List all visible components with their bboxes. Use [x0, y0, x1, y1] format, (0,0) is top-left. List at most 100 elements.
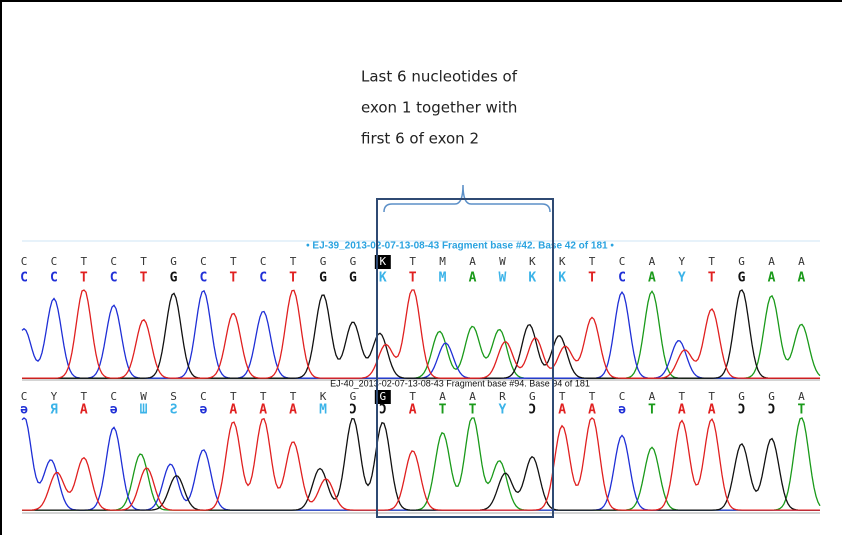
- colored-call: A: [259, 403, 267, 418]
- colored-call: Ɔ: [379, 403, 387, 418]
- base-call: C: [619, 255, 626, 268]
- colored-call: G: [349, 271, 357, 286]
- colored-call: A: [797, 271, 805, 286]
- colored-call: ə: [199, 403, 207, 418]
- colored-call: T: [80, 271, 88, 286]
- colored-call: T: [439, 403, 447, 418]
- base-call: T: [409, 390, 416, 403]
- base-call: G: [320, 255, 327, 268]
- annotation-line: Last 6 nucleotides of: [361, 68, 518, 86]
- base-call: M: [439, 255, 446, 268]
- base-call: T: [230, 255, 237, 268]
- colored-call: A: [469, 271, 477, 286]
- base-call: S: [170, 390, 177, 403]
- base-call: C: [51, 255, 58, 268]
- base-call: G: [738, 390, 745, 403]
- base-call: A: [798, 255, 805, 268]
- colored-call: ə: [618, 403, 626, 418]
- base-call: T: [260, 390, 267, 403]
- base-call: T: [80, 255, 87, 268]
- base-call: Y: [51, 390, 58, 403]
- base-call: T: [559, 390, 566, 403]
- colored-call: C: [618, 271, 626, 286]
- base-call: T: [290, 255, 297, 268]
- colored-call: T: [708, 271, 716, 286]
- colored-call: A: [409, 403, 417, 418]
- colored-call: T: [797, 403, 805, 418]
- base-call: C: [21, 255, 28, 268]
- base-call: G: [529, 390, 536, 403]
- colored-call: A: [80, 403, 88, 418]
- colored-call: ə: [110, 403, 118, 418]
- base-call: C: [200, 255, 207, 268]
- colored-call: M: [439, 271, 447, 286]
- colored-call: Ɔ: [528, 403, 536, 418]
- colored-call: W: [498, 271, 506, 286]
- colored-call: K: [558, 271, 566, 286]
- base-call: C: [21, 390, 28, 403]
- colored-call: Ɔ: [768, 403, 776, 418]
- colored-call: Y: [498, 403, 506, 418]
- base-call: T: [409, 255, 416, 268]
- base-call: T: [589, 390, 596, 403]
- colored-call: Я: [50, 403, 58, 418]
- base-call: G: [738, 255, 745, 268]
- colored-call: C: [259, 271, 267, 286]
- colored-call: Y: [678, 271, 686, 286]
- base-call: C: [200, 390, 207, 403]
- colored-call: C: [50, 271, 58, 286]
- base-call: T: [708, 255, 715, 268]
- colored-call: K: [379, 271, 387, 286]
- colored-call: T: [409, 271, 417, 286]
- colored-call: C: [199, 271, 207, 286]
- base-call: K: [379, 255, 386, 268]
- base-call: A: [649, 390, 656, 403]
- base-call: W: [140, 390, 147, 403]
- track-header: EJ-40_2013-02-07-13-08-43 Fragment base …: [330, 378, 590, 388]
- colored-call: G: [319, 271, 327, 286]
- base-call: C: [110, 255, 117, 268]
- colored-call: Ɔ: [349, 403, 357, 418]
- colored-call: T: [469, 403, 477, 418]
- colored-call: A: [229, 403, 237, 418]
- base-call: A: [649, 255, 656, 268]
- base-call: T: [140, 255, 147, 268]
- base-call: T: [708, 390, 715, 403]
- base-call: C: [110, 390, 117, 403]
- colored-call: Ɔ: [738, 403, 746, 418]
- colored-call: K: [528, 271, 536, 286]
- base-call: G: [768, 390, 775, 403]
- base-call: G: [170, 255, 177, 268]
- colored-call: A: [588, 403, 596, 418]
- colored-call: ə: [20, 403, 28, 418]
- colored-call: T: [588, 271, 596, 286]
- figure: Last 6 nucleotides of exon 1 together wi…: [0, 0, 842, 535]
- base-call: C: [619, 390, 626, 403]
- base-call: A: [798, 390, 805, 403]
- colored-call: C: [20, 271, 28, 286]
- base-call: T: [678, 390, 685, 403]
- base-call: K: [320, 390, 327, 403]
- base-call: R: [499, 390, 506, 403]
- annotation-line: first 6 of exon 2: [361, 130, 479, 148]
- base-call: T: [290, 390, 297, 403]
- base-call: Y: [678, 255, 685, 268]
- colored-call: A: [289, 403, 297, 418]
- base-call: T: [80, 390, 87, 403]
- colored-call: A: [558, 403, 566, 418]
- base-call: A: [768, 255, 775, 268]
- colored-call: T: [140, 271, 148, 286]
- colored-call: A: [648, 271, 656, 286]
- base-call: A: [439, 390, 446, 403]
- base-call: T: [230, 390, 237, 403]
- colored-call: A: [768, 271, 776, 286]
- colored-call: Ш: [140, 403, 148, 418]
- colored-call: M: [319, 403, 327, 418]
- colored-call: Ƨ: [170, 403, 178, 418]
- base-call: A: [469, 255, 476, 268]
- base-call: T: [589, 255, 596, 268]
- base-call: K: [559, 255, 566, 268]
- annotation-line: exon 1 together with: [361, 99, 517, 117]
- colored-call: T: [289, 271, 297, 286]
- colored-call: A: [708, 403, 716, 418]
